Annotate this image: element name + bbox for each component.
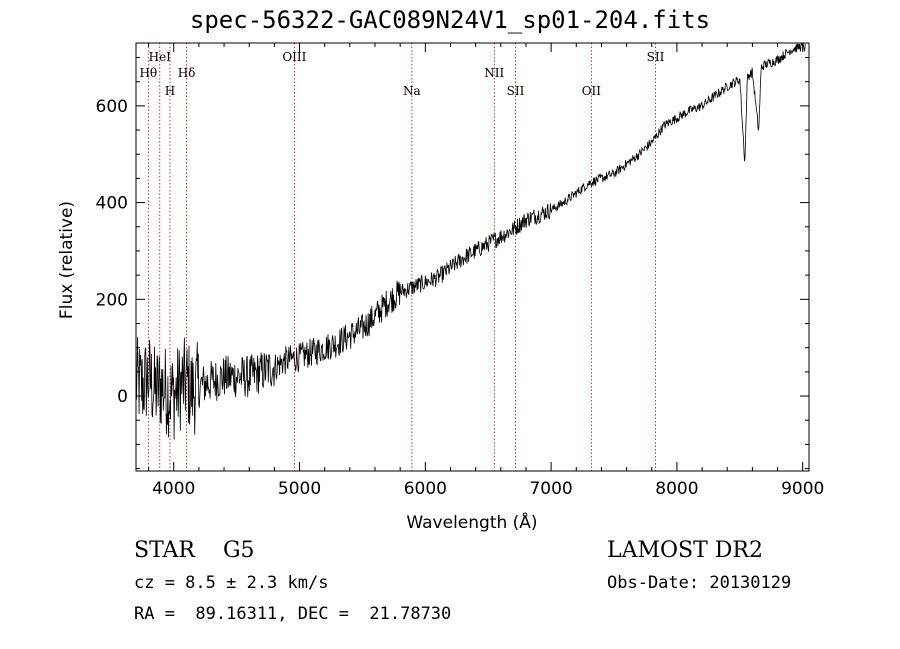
marker-label-6: NII: [484, 66, 504, 80]
x-tick-labels: 4000 5000 6000 7000 8000 9000: [152, 479, 824, 499]
x-tick-label-3: 7000: [529, 479, 572, 499]
marker-label-4: OIII: [282, 50, 306, 64]
x-axis-label: Wavelength (Å): [406, 511, 537, 533]
x-tick-label-0: 4000: [152, 479, 195, 499]
object-class: STAR G5: [134, 538, 255, 563]
page-title: spec-56322-GAC089N24V1_sp01-204.fits: [189, 6, 711, 34]
marker-label-7: SII: [507, 84, 525, 98]
y-tick-label-2: 400: [96, 194, 128, 214]
marker-label-0: Hθ: [139, 66, 157, 80]
marker-label-3: Hδ: [178, 66, 196, 80]
marker-label-5: Na: [403, 84, 421, 98]
obs-date: Obs-Date: 20130129: [607, 573, 792, 593]
y-tick-label-0: 0: [117, 387, 128, 407]
ra-dec: RA = 89.16311, DEC = 21.78730: [134, 604, 452, 624]
x-tick-label-1: 5000: [278, 479, 321, 499]
x-tick-label-2: 6000: [404, 479, 447, 499]
marker-label-8: OII: [582, 84, 602, 98]
y-tick-labels: 0 200 400 600: [96, 97, 128, 407]
spectrum-series: [135, 43, 806, 440]
plot-frame: [135, 42, 810, 472]
survey-name: LAMOST DR2: [607, 538, 763, 563]
y-tick-label-1: 200: [96, 290, 128, 310]
marker-label-1: HeI: [149, 50, 172, 64]
redshift-cz: cz = 8.5 ± 2.3 km/s: [134, 573, 329, 593]
y-axis-label: Flux (relative): [57, 201, 77, 319]
spectrum-line: [135, 43, 806, 440]
x-tick-label-4: 8000: [655, 479, 698, 499]
marker-label-9: SII: [647, 50, 665, 64]
marker-label-2: H: [165, 84, 175, 98]
y-tick-label-3: 600: [96, 97, 128, 117]
x-tick-label-5: 9000: [781, 479, 824, 499]
axis-ticks: [136, 43, 809, 471]
